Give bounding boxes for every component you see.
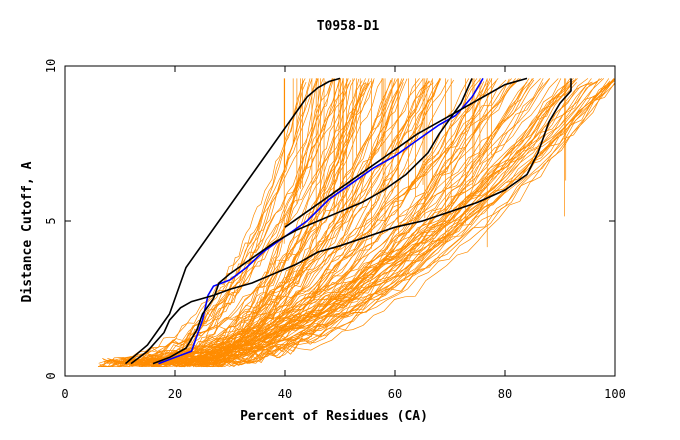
background-series-line — [169, 82, 598, 365]
background-series-line — [106, 78, 342, 368]
x-axis-ticks: 0 20 40 60 80 100 — [61, 66, 626, 401]
x-tick-label: 40 — [278, 387, 292, 401]
y-tick-label: 0 — [44, 372, 58, 379]
background-series-line — [195, 78, 441, 367]
highlight-series-group — [124, 77, 572, 365]
background-series-line — [137, 82, 577, 366]
y-axis-label: Distance Cutoff, A — [20, 161, 35, 302]
highlight-series-line-4 — [152, 78, 473, 365]
background-series-line — [199, 78, 356, 364]
chart-title: T0958-D1 — [317, 19, 380, 34]
x-axis-label: Percent of Residues (CA) — [240, 409, 428, 424]
background-series-line — [213, 78, 530, 367]
background-series-line — [205, 78, 488, 368]
x-tick-label: 60 — [388, 387, 402, 401]
background-series-group — [97, 78, 616, 368]
background-series-line — [175, 80, 327, 366]
highlight-series-line-5 — [284, 77, 528, 228]
background-series-line — [206, 78, 318, 368]
background-series-line — [170, 78, 408, 365]
x-tick-label: 20 — [168, 387, 182, 401]
x-tick-label: 0 — [61, 387, 68, 401]
background-series-line — [181, 80, 305, 368]
background-series-line — [131, 78, 551, 368]
highlight-series-line-3 — [124, 77, 341, 365]
background-series-line — [119, 80, 371, 366]
background-series-line — [195, 78, 615, 363]
background-series-line — [170, 79, 433, 368]
background-series-line — [210, 82, 544, 368]
y-tick-label: 5 — [44, 217, 58, 224]
plot-frame — [64, 65, 616, 377]
background-series-line — [111, 78, 534, 368]
background-series-line — [156, 81, 307, 367]
background-series-line — [102, 78, 605, 367]
background-series-line — [97, 80, 611, 368]
background-series-line — [140, 81, 598, 368]
background-series-line — [150, 78, 577, 367]
y-axis-ticks: 0 5 10 — [44, 59, 615, 380]
x-tick-label: 80 — [498, 387, 512, 401]
background-series-line — [117, 78, 512, 368]
background-series-line — [196, 82, 482, 368]
y-tick-label: 10 — [44, 59, 58, 73]
background-series-line — [114, 78, 333, 367]
background-series-line — [143, 82, 611, 368]
background-series-line — [198, 82, 367, 368]
x-tick-label: 100 — [604, 387, 626, 401]
background-series-line — [130, 80, 616, 368]
highlight-series-line-2 — [130, 78, 572, 365]
background-series-line — [164, 83, 572, 368]
background-series-line — [106, 78, 578, 366]
background-series-line — [165, 83, 572, 365]
background-series-line — [184, 80, 497, 368]
background-series-line — [122, 83, 588, 368]
background-series-line — [200, 78, 428, 368]
background-series-line — [138, 78, 600, 368]
background-series-line — [150, 78, 393, 368]
background-series-line — [103, 78, 603, 364]
